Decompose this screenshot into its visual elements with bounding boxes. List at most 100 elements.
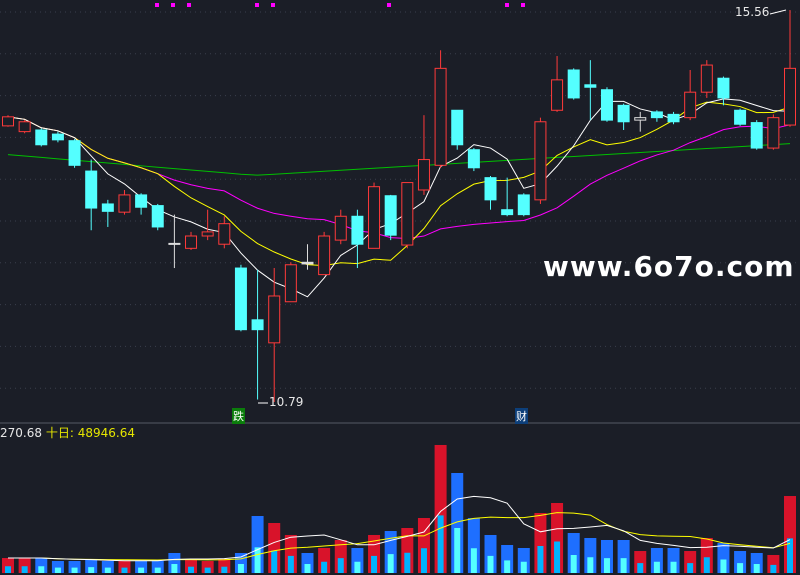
volume-bar: [68, 561, 81, 573]
volume-bar-inner: [537, 546, 544, 573]
candle-body: [68, 140, 81, 166]
volume-bar-inner: [21, 566, 28, 573]
candle-body: [784, 67, 796, 126]
low-price-value: 10.79: [269, 395, 304, 409]
candle-body: [201, 231, 214, 237]
candle-body: [334, 215, 347, 241]
signal-dot: [521, 3, 525, 7]
candle-body: [318, 235, 331, 276]
volume-bar-inner: [637, 563, 644, 573]
volume-bar-inner: [337, 558, 344, 573]
candle-body: [368, 186, 381, 249]
volume-ma5-value: 270.68: [0, 426, 42, 440]
candle-body: [667, 113, 680, 123]
candle-body: [534, 121, 547, 201]
volume-bar-inner: [670, 561, 677, 573]
candle-body: [168, 242, 181, 245]
candle-body: [284, 264, 297, 303]
signal-dot: [155, 3, 159, 7]
ma10-line: [7, 101, 791, 267]
candle-body: [717, 77, 730, 99]
candle-body: [251, 319, 264, 331]
candle-body: [484, 177, 497, 201]
volume-bar-inner: [504, 560, 511, 573]
high-price-value: 15.56: [735, 5, 770, 19]
signal-wealth-marker: 财: [515, 408, 528, 424]
volume-bar-inner: [587, 557, 594, 573]
volume-bar-inner: [753, 564, 760, 573]
volume-bar: [51, 561, 64, 573]
volume-bar-inner: [221, 566, 228, 573]
volume-bar-inner: [104, 567, 111, 573]
candle-body: [734, 109, 747, 125]
volume-bar-inner: [71, 567, 78, 573]
candle-body: [401, 182, 414, 246]
volume-bar-inner: [204, 567, 211, 573]
volume-bar-inner: [321, 561, 328, 573]
volume-bar-inner: [88, 567, 95, 573]
volume-bar-inner: [787, 538, 793, 573]
volume-bar-inner: [470, 548, 477, 573]
candle-body: [767, 117, 780, 149]
candle-body: [517, 194, 530, 216]
volume-bar-inner: [687, 563, 694, 573]
candle-body: [384, 195, 397, 236]
candle-body: [650, 111, 663, 119]
volume-bar-inner: [404, 552, 411, 573]
volume-bar-inner: [5, 566, 11, 573]
signal-dot: [187, 3, 191, 7]
candle-body: [467, 149, 480, 169]
volume-bar-inner: [38, 566, 45, 573]
high-arrow: [769, 9, 787, 15]
volume-ma-legend: 270.68 十日: 48946.64: [0, 424, 135, 441]
volume-bar-inner: [570, 555, 577, 573]
signal-fall-marker: 跌: [232, 408, 245, 424]
candle-body: [268, 295, 281, 344]
volume-bar-inner: [371, 555, 378, 573]
volume-ma5-line: [8, 495, 791, 562]
volume-bar: [101, 561, 114, 573]
volume-bar: [151, 561, 164, 573]
ma60-line: [7, 143, 791, 176]
volume-bar-inner: [454, 528, 461, 573]
volume-bar-inner: [154, 567, 161, 573]
volume-bar-inner: [703, 557, 710, 573]
volume-bar-inner: [237, 564, 244, 573]
volume-bar-inner: [737, 563, 744, 573]
volume-bar-inner: [188, 566, 195, 573]
candle-body: [451, 109, 464, 146]
signal-dot: [171, 3, 175, 7]
candle-body: [351, 215, 364, 245]
volume-bar-inner: [387, 554, 394, 573]
volume-ma10-value: 48946.64: [77, 426, 135, 440]
volume-bar: [135, 561, 148, 573]
ma20-line: [7, 116, 791, 239]
volume-bar-inner: [254, 547, 261, 573]
volume-bar-inner: [138, 567, 145, 573]
volume-ma10-name: 十日:: [45, 426, 74, 440]
candle-body: [501, 209, 514, 216]
candle-body: [301, 261, 314, 265]
candle-body: [51, 133, 64, 141]
candle-body: [684, 91, 697, 119]
candle-body: [417, 159, 430, 191]
candle-body: [617, 104, 630, 123]
volume-bar-inner: [420, 548, 427, 573]
candle-body: [750, 122, 763, 149]
candle-body: [234, 267, 247, 331]
volume-ma10-line: [8, 512, 791, 561]
watermark: www.6o7o.com: [543, 250, 795, 283]
volume-bar-inner: [287, 555, 294, 573]
volume-bar-inner: [171, 564, 178, 573]
candle-body: [434, 67, 447, 166]
low-price-label: 10.79: [269, 395, 303, 409]
volume-bar: [118, 561, 131, 573]
volume-bar-inner: [620, 558, 627, 573]
volume-bar-inner: [554, 541, 561, 573]
volume-bar-inner: [770, 564, 777, 573]
candle-body: [85, 170, 98, 209]
volume-bar-inner: [54, 567, 61, 573]
candle-body: [135, 194, 148, 208]
